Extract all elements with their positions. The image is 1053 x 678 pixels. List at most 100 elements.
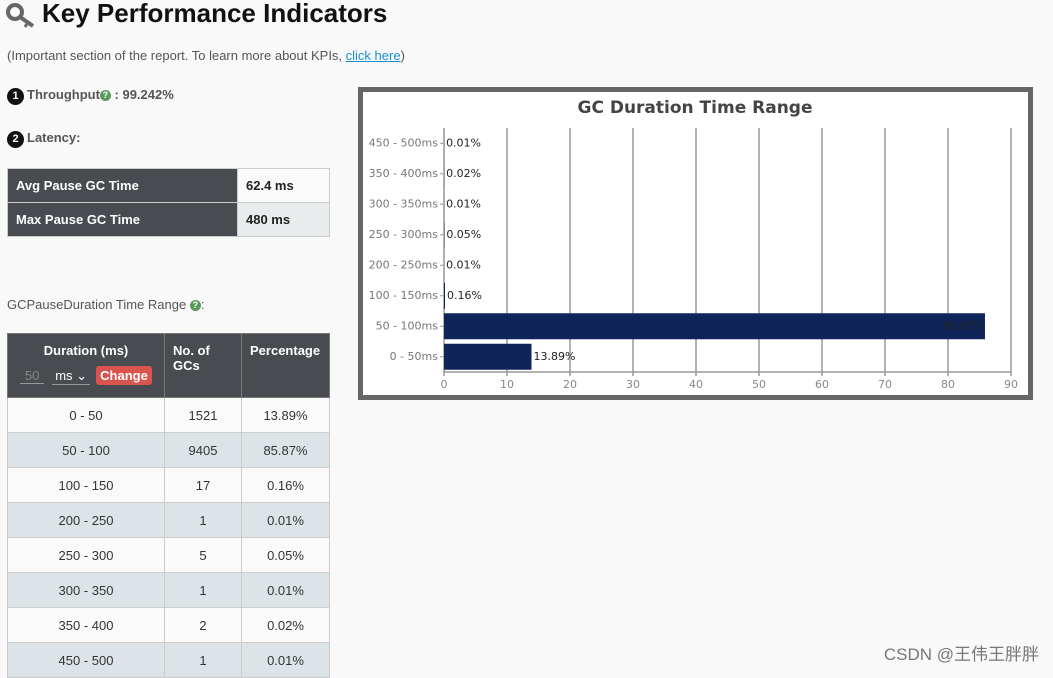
cell: 0.01% bbox=[242, 573, 330, 608]
help-icon[interactable]: ? bbox=[100, 90, 111, 101]
y-tick-label: 0 - 50ms bbox=[390, 350, 439, 363]
cell: 13.89% bbox=[242, 398, 330, 433]
x-tick-label: 20 bbox=[563, 378, 577, 391]
cell: 250 - 300 bbox=[8, 538, 165, 573]
chart-box: GC Duration Time Range 0 10 20 30 40 50 60 70 80 9… bbox=[358, 87, 1033, 400]
bar bbox=[444, 313, 985, 339]
cell: 0.02% bbox=[242, 608, 330, 643]
note-text: (Important section of the report. To lea… bbox=[7, 48, 346, 63]
value-label: 85.87% bbox=[943, 319, 985, 332]
chart: GC Duration Time Range 0 10 20 30 40 50 60 70 80 9… bbox=[363, 92, 1028, 395]
header-cell: No. of GCs bbox=[165, 334, 242, 398]
x-tick-label: 80 bbox=[941, 378, 955, 391]
cell: 0.16% bbox=[242, 468, 330, 503]
bar bbox=[444, 283, 445, 309]
y-tick-label: 450 - 500ms bbox=[369, 136, 439, 149]
value-label: 0.01% bbox=[446, 197, 481, 210]
label: GCPauseDuration Time Range bbox=[7, 297, 186, 312]
y-tick-label: 100 - 150ms bbox=[369, 289, 439, 302]
x-tick-label: 60 bbox=[815, 378, 829, 391]
cell: 17 bbox=[165, 468, 242, 503]
select[interactable]: ms ⌄ bbox=[52, 368, 90, 385]
x-tick-label: 30 bbox=[626, 378, 640, 391]
cell: 1 bbox=[165, 643, 242, 678]
cell: 85.87% bbox=[242, 433, 330, 468]
value-label: 0.05% bbox=[446, 228, 481, 241]
y-tick-label: 50 - 100ms bbox=[376, 319, 439, 332]
value-label: 0.01% bbox=[446, 136, 481, 149]
x-tick-label: 50 bbox=[752, 378, 766, 391]
cell: 1521 bbox=[165, 398, 242, 433]
badge: 2 bbox=[7, 131, 24, 148]
value-label: 13.89% bbox=[534, 350, 576, 363]
button[interactable]: Change bbox=[96, 366, 152, 385]
cell: 9405 bbox=[165, 433, 242, 468]
note-text: ) bbox=[401, 48, 405, 63]
x-tick-label: 90 bbox=[1004, 378, 1018, 391]
cell: 100 - 150 bbox=[8, 468, 165, 503]
header-text: Duration (ms) bbox=[16, 343, 156, 358]
input[interactable]: 50 bbox=[20, 368, 44, 384]
watermark: CSDN @王伟王胖胖 bbox=[884, 640, 1039, 665]
value-label: 0.02% bbox=[446, 167, 481, 180]
cell: 0.01% bbox=[242, 503, 330, 538]
header-cell: Duration (ms) 50 ms ⌄ Change bbox=[8, 334, 165, 398]
link[interactable]: click here bbox=[346, 48, 401, 63]
cell: Max Pause GC Time bbox=[8, 203, 238, 237]
help-icon[interactable]: ? bbox=[190, 300, 201, 311]
cell: 300 - 350 bbox=[8, 573, 165, 608]
cell: 1 bbox=[165, 503, 242, 538]
y-tick-label: 350 - 400ms bbox=[369, 167, 439, 180]
cell: 5 bbox=[165, 538, 242, 573]
value-label: 0.16% bbox=[447, 289, 482, 302]
note: (Important section of the report. To lea… bbox=[7, 48, 405, 63]
cell: 200 - 250 bbox=[8, 503, 165, 538]
cell: 50 - 100 bbox=[8, 433, 165, 468]
cell: 480 ms bbox=[238, 203, 330, 237]
cell: 1 bbox=[165, 573, 242, 608]
y-tick-label: 250 - 300ms bbox=[369, 228, 439, 241]
y-tick-label: 300 - 350ms bbox=[369, 197, 439, 210]
key-icon bbox=[6, 3, 36, 29]
y-tick-label: 200 - 250ms bbox=[369, 258, 439, 271]
label: Throughput bbox=[27, 87, 100, 102]
header-cell: Percentage bbox=[242, 334, 330, 398]
cell: Avg Pause GC Time bbox=[8, 169, 238, 203]
cell: 350 - 400 bbox=[8, 608, 165, 643]
cell: 0 - 50 bbox=[8, 398, 165, 433]
cell: 450 - 500 bbox=[8, 643, 165, 678]
label: Latency: bbox=[27, 130, 80, 145]
cell: 0.05% bbox=[242, 538, 330, 573]
badge: 1 bbox=[7, 88, 24, 105]
chart-title: GC Duration Time Range bbox=[577, 98, 812, 118]
value-label: 0.01% bbox=[446, 258, 481, 271]
range-title: GCPauseDuration Time Range ?: bbox=[7, 297, 204, 312]
x-tick-label: 40 bbox=[689, 378, 703, 391]
cell: 2 bbox=[165, 608, 242, 643]
page-title: Key Performance Indicators bbox=[42, 0, 387, 28]
cell: 0.01% bbox=[242, 643, 330, 678]
gc-table: Duration (ms) 50 ms ⌄ Change No. of GCs Per… bbox=[7, 333, 330, 678]
label: : bbox=[201, 297, 205, 312]
cell: 62.4 ms bbox=[238, 169, 330, 203]
x-tick-label: 0 bbox=[441, 378, 448, 391]
bar bbox=[444, 344, 532, 370]
x-tick-label: 10 bbox=[500, 378, 514, 391]
select-text: ms bbox=[55, 368, 72, 383]
value: : 99.242% bbox=[111, 87, 174, 102]
x-tick-label: 70 bbox=[878, 378, 892, 391]
